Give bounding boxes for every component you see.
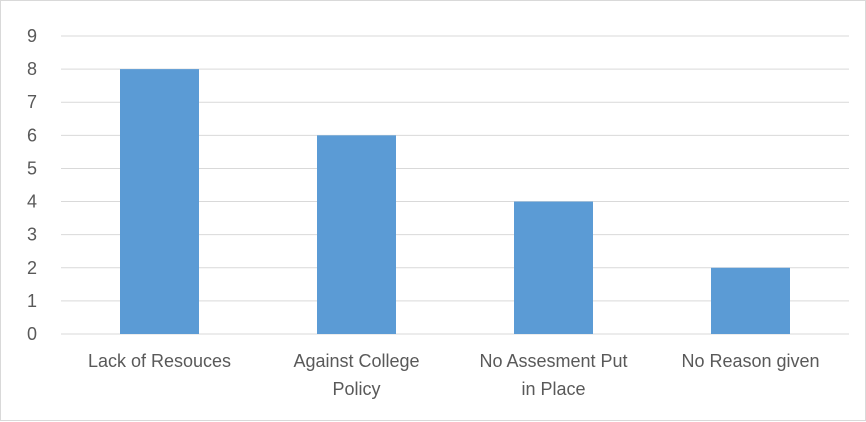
bar — [514, 201, 593, 334]
bars — [120, 69, 790, 334]
x-tick-label: Against College Policy — [293, 351, 419, 399]
y-axis-ticks: 0 1 2 3 4 5 6 7 8 9 — [27, 26, 37, 344]
y-tick-label: 4 — [27, 192, 37, 212]
y-tick-label: 2 — [27, 258, 37, 278]
x-tick-label-line: Lack of Resouces — [88, 351, 231, 371]
x-tick-label: Lack of Resouces — [88, 351, 231, 371]
y-tick-label: 7 — [27, 92, 37, 112]
y-tick-label: 6 — [27, 125, 37, 145]
y-tick-label: 3 — [27, 225, 37, 245]
x-tick-label: No Reason given — [681, 351, 819, 371]
x-tick-label-line: in Place — [521, 379, 585, 399]
y-tick-label: 1 — [27, 291, 37, 311]
x-tick-label-line: Against College — [293, 351, 419, 371]
bar — [711, 267, 790, 334]
y-tick-label: 9 — [27, 26, 37, 46]
x-tick-label-line: No Assesment Put — [479, 351, 627, 371]
x-tick-label: No Assesment Put in Place — [479, 351, 627, 399]
y-tick-label: 8 — [27, 59, 37, 79]
bar — [120, 69, 199, 334]
x-tick-label-line: Policy — [332, 379, 380, 399]
y-tick-label: 5 — [27, 158, 37, 178]
x-tick-label-line: No Reason given — [681, 351, 819, 371]
bar — [317, 135, 396, 334]
y-tick-label: 0 — [27, 324, 37, 344]
x-axis-labels: Lack of Resouces Against College Policy No … — [88, 351, 820, 399]
